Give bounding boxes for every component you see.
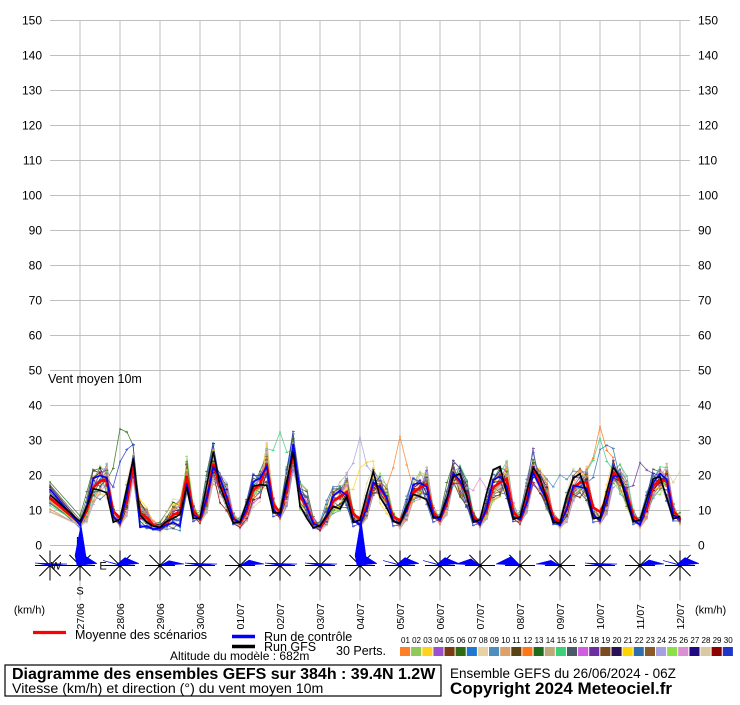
svg-text:25: 25 [668,636,677,645]
svg-text:05: 05 [446,636,455,645]
svg-text:130: 130 [698,84,718,98]
svg-text:27: 27 [690,636,699,645]
svg-text:14: 14 [546,636,555,645]
svg-text:Moyenne des scénarios: Moyenne des scénarios [75,628,207,642]
svg-text:60: 60 [698,329,712,343]
svg-text:140: 140 [22,49,42,63]
svg-text:07/07: 07/07 [475,603,487,629]
svg-text:10: 10 [501,636,510,645]
svg-text:30 Perts.: 30 Perts. [336,644,386,658]
svg-text:22: 22 [635,636,644,645]
svg-text:23: 23 [646,636,655,645]
svg-text:28: 28 [702,636,711,645]
svg-text:40: 40 [29,399,43,413]
svg-text:12/07: 12/07 [675,603,687,629]
svg-text:29: 29 [713,636,722,645]
svg-text:30: 30 [724,636,733,645]
svg-text:30/06: 30/06 [195,603,207,629]
svg-text:80: 80 [698,259,712,273]
svg-text:90: 90 [29,224,43,238]
svg-text:10: 10 [698,504,712,518]
svg-text:100: 100 [698,189,718,203]
svg-text:12: 12 [523,636,532,645]
svg-text:110: 110 [698,154,717,168]
svg-text:29/06: 29/06 [155,603,167,629]
svg-text:S: S [76,586,83,598]
svg-text:110: 110 [23,154,42,168]
svg-text:E: E [99,561,106,573]
svg-text:Vitesse (km/h) et direction (°: Vitesse (km/h) et direction (°) du vent … [12,681,323,697]
svg-text:60: 60 [29,329,43,343]
svg-text:40: 40 [698,399,712,413]
svg-text:130: 130 [22,84,42,98]
svg-text:120: 120 [22,119,42,133]
svg-text:Copyright 2024 Meteociel.fr: Copyright 2024 Meteociel.fr [450,679,672,698]
svg-text:16: 16 [568,636,577,645]
svg-text:20: 20 [698,469,712,483]
svg-text:140: 140 [698,49,718,63]
svg-text:50: 50 [698,364,712,378]
svg-text:08: 08 [479,636,488,645]
svg-text:06: 06 [457,636,466,645]
svg-text:70: 70 [698,294,712,308]
svg-text:80: 80 [29,259,43,273]
svg-text:W: W [51,561,62,573]
svg-text:0: 0 [698,539,705,553]
svg-text:Vent moyen 10m: Vent moyen 10m [48,372,142,386]
svg-text:11: 11 [512,636,521,645]
svg-text:10/07: 10/07 [595,603,607,629]
svg-text:21: 21 [624,636,633,645]
svg-text:120: 120 [698,119,718,133]
svg-text:0: 0 [35,539,42,553]
svg-text:13: 13 [535,636,544,645]
svg-text:11/07: 11/07 [635,604,647,630]
svg-text:(km/h): (km/h) [14,605,45,617]
svg-text:Altitude du modèle : 682m: Altitude du modèle : 682m [170,649,309,663]
svg-text:90: 90 [698,224,712,238]
svg-text:30: 30 [29,434,43,448]
svg-text:20: 20 [613,636,622,645]
svg-text:08/07: 08/07 [515,603,527,629]
svg-text:150: 150 [698,14,718,28]
svg-text:06/07: 06/07 [435,603,447,629]
svg-text:70: 70 [29,294,43,308]
svg-text:19: 19 [601,636,610,645]
svg-text:24: 24 [657,636,666,645]
svg-text:28/06: 28/06 [115,603,127,629]
svg-text:01: 01 [401,636,410,645]
svg-text:10: 10 [29,504,43,518]
svg-text:02: 02 [412,636,421,645]
svg-text:04/07: 04/07 [355,603,367,629]
svg-text:05/07: 05/07 [395,603,407,629]
svg-text:18: 18 [590,636,599,645]
svg-text:09: 09 [490,636,499,645]
svg-text:50: 50 [29,364,43,378]
svg-text:150: 150 [22,14,42,28]
svg-text:26: 26 [679,636,688,645]
svg-text:15: 15 [557,636,566,645]
svg-text:07: 07 [468,636,477,645]
svg-text:04: 04 [434,636,443,645]
svg-text:20: 20 [29,469,43,483]
svg-text:17: 17 [579,636,588,645]
svg-text:30: 30 [698,434,712,448]
svg-text:01/07: 01/07 [235,603,247,629]
svg-text:(km/h): (km/h) [695,605,726,617]
svg-text:02/07: 02/07 [275,603,287,629]
svg-text:03/07: 03/07 [315,603,327,629]
svg-text:100: 100 [22,189,42,203]
svg-text:03: 03 [423,636,432,645]
svg-text:27/06: 27/06 [75,603,87,629]
svg-text:09/07: 09/07 [555,603,567,629]
